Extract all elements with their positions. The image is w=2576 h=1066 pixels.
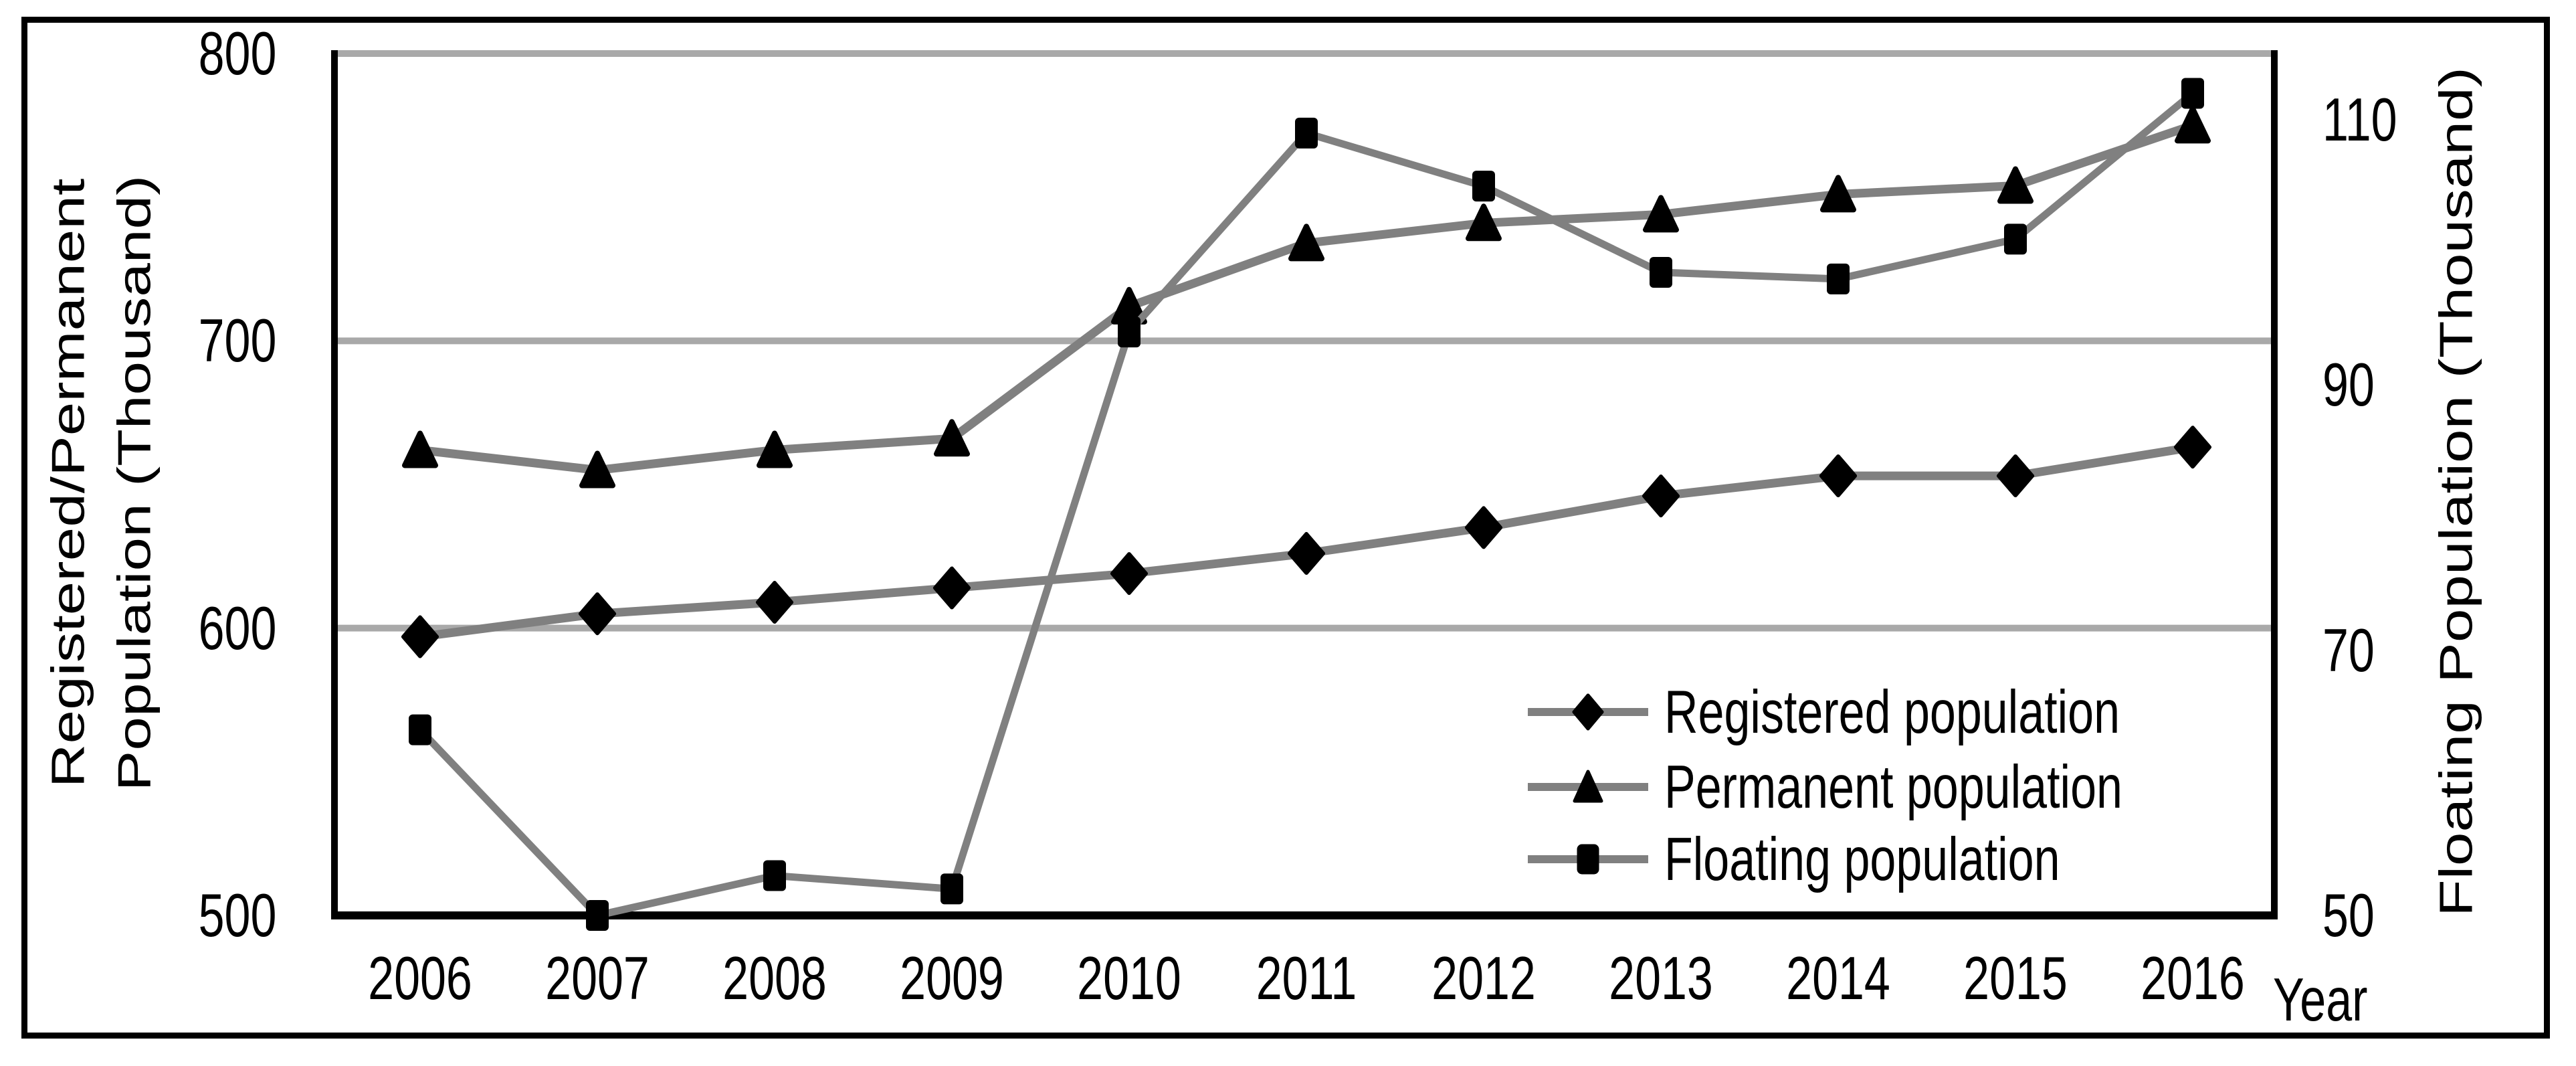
y-right-tick-90: 90 xyxy=(2322,351,2375,420)
marker-diamond-2016 xyxy=(2174,426,2211,469)
marker-diamond-2013 xyxy=(1642,474,1680,518)
marker-square-2010 xyxy=(1118,317,1141,348)
legend-label-diamond: Registered population xyxy=(1664,678,2120,746)
y-right-tick-110: 110 xyxy=(2322,86,2397,154)
marker-triangle-2015 xyxy=(1997,166,2034,204)
legend-label-triangle: Permanent population xyxy=(1664,753,2122,821)
marker-triangle-2016 xyxy=(2175,106,2211,144)
square-legend-marker-icon xyxy=(1528,844,1648,875)
marker-triangle-2012 xyxy=(1466,203,1502,242)
x-tick-2009: 2009 xyxy=(900,944,1004,1012)
marker-triangle-2014 xyxy=(1820,175,1856,213)
x-tick-2006: 2006 xyxy=(368,944,472,1012)
marker-diamond-2007 xyxy=(579,592,616,636)
marker-diamond-2015 xyxy=(1997,454,2034,498)
marker-square-2014 xyxy=(1827,263,1850,294)
marker-square-2008 xyxy=(763,860,786,891)
x-tick-2015: 2015 xyxy=(1963,944,2068,1012)
x-tick-2014: 2014 xyxy=(1786,944,1890,1012)
marker-diamond-2010 xyxy=(1110,552,1148,596)
y-right-tick-70: 70 xyxy=(2322,616,2375,685)
marker-diamond-2006 xyxy=(401,615,439,658)
marker-triangle-2009 xyxy=(934,419,970,457)
x-tick-2010: 2010 xyxy=(1077,944,1181,1012)
diamond-legend-marker-icon xyxy=(1528,693,1648,731)
x-axis-title: Year xyxy=(2273,966,2368,1034)
y-left-tick-600: 600 xyxy=(198,594,277,662)
y-left-tick-800: 800 xyxy=(198,19,277,88)
marker-diamond-2008 xyxy=(756,581,793,624)
marker-square-2011 xyxy=(1295,117,1318,149)
marker-square-2007 xyxy=(586,900,609,931)
legend-item-diamond: Registered population xyxy=(1528,678,2120,746)
x-tick-2007: 2007 xyxy=(545,944,650,1012)
figure-border xyxy=(21,17,2550,1039)
marker-square-2009 xyxy=(940,873,963,905)
marker-square-2013 xyxy=(1650,256,1672,288)
y-left-tick-700: 700 xyxy=(198,306,277,375)
y-left-axis-title-line2: Population (Thousand) xyxy=(108,175,161,792)
legend-item-triangle: Permanent population xyxy=(1528,753,2122,821)
triangle-legend-marker-icon xyxy=(1528,770,1648,803)
x-tick-2013: 2013 xyxy=(1609,944,1713,1012)
marker-triangle-2013 xyxy=(1643,195,1679,233)
marker-diamond-2012 xyxy=(1465,506,1502,549)
y-left-tick-500: 500 xyxy=(198,881,277,950)
y-right-tick-50: 50 xyxy=(2322,881,2375,950)
marker-square-2015 xyxy=(2004,224,2027,255)
marker-diamond-2011 xyxy=(1288,532,1325,575)
marker-square-2012 xyxy=(1472,171,1495,202)
marker-square-2006 xyxy=(409,714,431,745)
x-tick-2012: 2012 xyxy=(1431,944,1536,1012)
y-left-axis-title-line1: Registered/Permanent xyxy=(41,178,94,788)
y-right-axis-title: Floating Population (Thousand) xyxy=(2430,67,2482,917)
marker-diamond-2009 xyxy=(933,566,971,610)
marker-triangle-2011 xyxy=(1288,224,1324,262)
legend-item-square: Floating population xyxy=(1528,825,2060,893)
x-tick-2008: 2008 xyxy=(722,944,827,1012)
marker-triangle-2006 xyxy=(402,430,438,468)
x-tick-2016: 2016 xyxy=(2141,944,2245,1012)
legend-label-square: Floating population xyxy=(1664,825,2060,893)
marker-triangle-2007 xyxy=(579,450,615,488)
x-tick-2011: 2011 xyxy=(1256,944,1357,1012)
marker-square-2016 xyxy=(2181,78,2204,109)
marker-triangle-2008 xyxy=(757,430,793,468)
y-left-axis-title: Registered/Permanent Population (Thousan… xyxy=(35,175,169,792)
marker-diamond-2014 xyxy=(1819,454,1857,498)
